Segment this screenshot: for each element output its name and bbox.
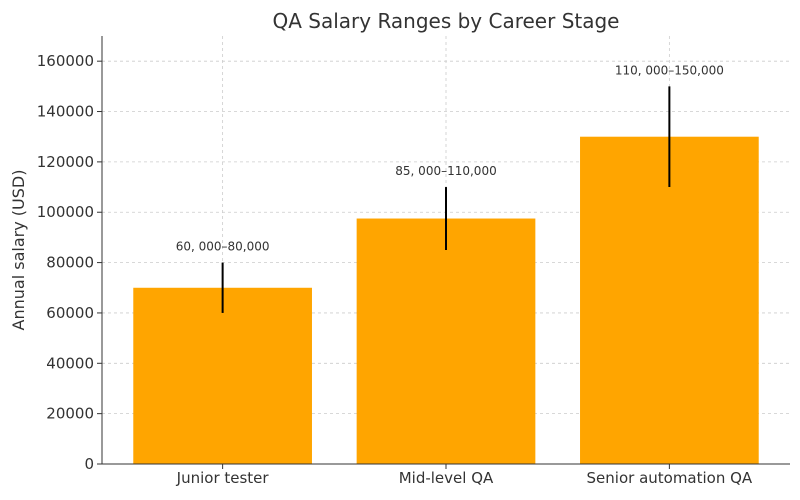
y-tick-label: 160000 — [37, 52, 94, 70]
data-label: 110, 000–150,000 — [615, 63, 724, 77]
y-tick-label: 0 — [84, 455, 94, 473]
data-label: 60, 000–80,000 — [176, 240, 270, 254]
y-tick-label: 100000 — [37, 203, 94, 221]
bar — [580, 136, 759, 465]
y-axis-label: Annual salary (USD) — [9, 170, 28, 331]
bar — [356, 218, 536, 464]
bar — [133, 287, 312, 464]
y-tick-label: 20000 — [46, 405, 94, 423]
y-tick-label: 80000 — [46, 254, 94, 272]
y-tick-label: 60000 — [46, 304, 94, 322]
data-label: 85, 000–110,000 — [395, 164, 496, 178]
y-tick-label: 40000 — [46, 354, 94, 372]
y-tick-label: 120000 — [37, 153, 94, 171]
x-tick-label: Mid-level QA — [399, 469, 494, 487]
x-tick-label: Junior tester — [176, 469, 270, 487]
chart-title: QA Salary Ranges by Career Stage — [272, 9, 619, 33]
x-tick-label: Senior automation QA — [587, 469, 753, 487]
y-tick-label: 140000 — [37, 103, 94, 121]
